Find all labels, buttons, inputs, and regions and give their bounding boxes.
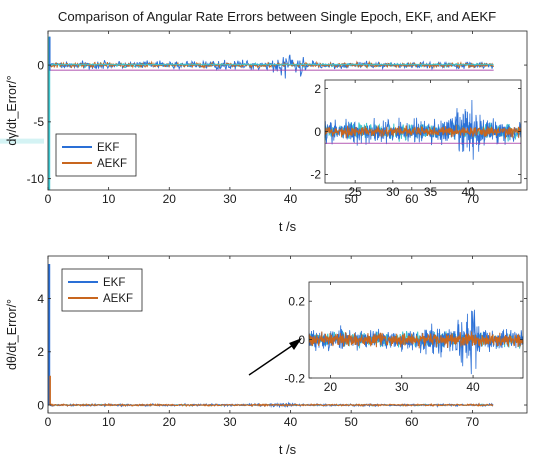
top-inset: 25 30 35 40 2 0 -2 — [310, 79, 522, 199]
y-tick-label: -2 — [310, 168, 321, 182]
y-tick-label: 4 — [37, 292, 44, 306]
x-tick-label: 20 — [324, 380, 338, 394]
y-axis-label: dγ/dt_Error/° — [5, 75, 19, 145]
series-ekf — [49, 54, 494, 79]
x-tick-label: 60 — [405, 415, 419, 429]
x-tick-label: 20 — [163, 415, 177, 429]
axes-box — [47, 255, 528, 414]
x-tick-label: 25 — [348, 185, 362, 199]
x-axis-label: t /s — [279, 442, 297, 457]
legend-label-aekf: AEKF — [103, 293, 133, 305]
inset-series-ekf — [308, 309, 524, 375]
legend-label-aekf: AEKF — [97, 158, 127, 170]
inset-background — [309, 282, 523, 378]
y-tick-label: 0 — [314, 125, 321, 139]
legend-box — [55, 133, 137, 177]
y-tick-label: 0 — [37, 58, 44, 72]
figure-title: Comparison of Angular Rate Errors betwee… — [58, 9, 496, 24]
inset-series-aekf — [324, 124, 522, 139]
x-tick-label: 10 — [102, 415, 116, 429]
x-tick-label: 50 — [344, 415, 358, 429]
y-tick-label: 2 — [314, 82, 321, 96]
legend-label-ekf: EKF — [103, 277, 125, 289]
x-tick-label: 0 — [45, 192, 52, 206]
y-tick-label: -5 — [33, 115, 44, 129]
x-tick-label: 10 — [102, 192, 116, 206]
y-tick-label: 2 — [37, 345, 44, 359]
x-tick-label: 40 — [284, 192, 298, 206]
x-tick-label: 70 — [466, 192, 480, 206]
bottom-inset: 20 30 40 0.2 0 -0.2 — [284, 281, 524, 394]
x-tick-label: 50 — [344, 192, 358, 206]
x-tick-label: 40 — [462, 185, 476, 199]
series-aekf — [49, 402, 494, 408]
bottom-panel: 0 10 20 30 40 50 60 70 0 2 4 t /s dθ/dt_Error/° EKF AE… — [5, 255, 528, 457]
y-tick-label: -10 — [27, 172, 45, 186]
x-tick-label: 40 — [284, 415, 298, 429]
x-tick-label: 0 — [45, 415, 52, 429]
y-tick-label: -0.2 — [284, 371, 305, 385]
legend-box — [61, 268, 143, 312]
x-tick-label: 30 — [223, 415, 237, 429]
y-tick-label: 0.2 — [288, 295, 305, 309]
x-tick-label: 20 — [163, 192, 177, 206]
x-tick-label: 40 — [466, 380, 480, 394]
x-tick-label: 70 — [466, 415, 480, 429]
axes-box — [308, 281, 524, 379]
inset-series-aekf — [308, 331, 524, 349]
x-tick-label: 35 — [424, 185, 438, 199]
y-axis-label: dθ/dt_Error/° — [5, 299, 19, 370]
x-axis-label: t /s — [279, 219, 297, 234]
zoom-arrow — [248, 338, 302, 376]
y-tick-label: 0 — [37, 398, 44, 412]
x-tick-label: 30 — [223, 192, 237, 206]
x-tick-label: 30 — [395, 380, 409, 394]
axes-box — [47, 30, 528, 191]
top-panel: 0 10 20 30 40 50 60 700-5-10t /sdγ/dt_Error/°EK… — [0, 30, 528, 234]
y-tick-label: 0 — [298, 333, 305, 347]
x-tick-label: 30 — [386, 185, 400, 199]
x-tick-label: 60 — [405, 192, 419, 206]
legend-label-ekf: EKF — [97, 142, 119, 154]
